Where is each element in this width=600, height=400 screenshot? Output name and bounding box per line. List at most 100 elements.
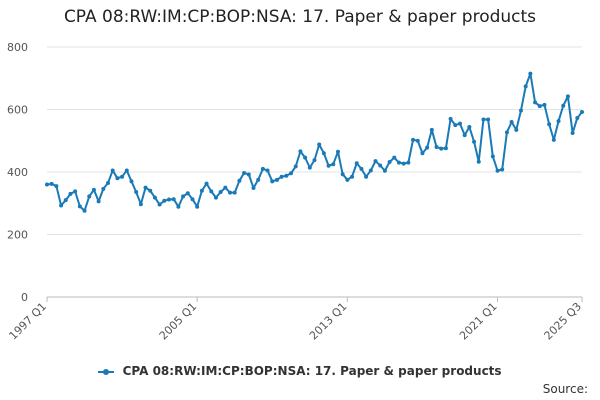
- data-point[interactable]: [312, 158, 317, 163]
- data-point[interactable]: [293, 164, 298, 169]
- data-point[interactable]: [106, 180, 111, 185]
- data-point[interactable]: [495, 168, 500, 173]
- data-point[interactable]: [120, 174, 125, 179]
- data-point[interactable]: [556, 119, 561, 124]
- data-point[interactable]: [575, 115, 580, 120]
- data-point[interactable]: [274, 177, 279, 182]
- data-point[interactable]: [565, 94, 570, 99]
- data-point[interactable]: [448, 116, 453, 121]
- data-point[interactable]: [401, 161, 406, 166]
- data-point[interactable]: [378, 163, 383, 168]
- data-point[interactable]: [181, 194, 186, 199]
- data-point[interactable]: [303, 155, 308, 160]
- data-point[interactable]: [298, 149, 303, 154]
- data-point[interactable]: [54, 184, 59, 189]
- data-point[interactable]: [115, 176, 120, 181]
- data-point[interactable]: [373, 159, 378, 164]
- data-point[interactable]: [134, 190, 139, 194]
- data-point[interactable]: [284, 173, 289, 178]
- data-point[interactable]: [289, 171, 294, 176]
- data-point[interactable]: [354, 161, 359, 166]
- data-point[interactable]: [490, 154, 495, 159]
- data-point[interactable]: [73, 189, 78, 194]
- data-point[interactable]: [406, 160, 411, 165]
- data-point[interactable]: [199, 188, 204, 193]
- data-point[interactable]: [129, 179, 134, 184]
- data-point[interactable]: [209, 189, 214, 194]
- data-point[interactable]: [518, 108, 523, 113]
- data-point[interactable]: [528, 71, 533, 76]
- data-point[interactable]: [260, 166, 265, 171]
- data-point[interactable]: [162, 198, 167, 203]
- data-point[interactable]: [59, 203, 64, 208]
- data-point[interactable]: [547, 122, 552, 127]
- data-point[interactable]: [415, 138, 420, 143]
- data-point[interactable]: [425, 145, 430, 150]
- data-point[interactable]: [537, 104, 542, 109]
- data-point[interactable]: [331, 162, 336, 167]
- data-point[interactable]: [148, 188, 153, 193]
- data-point[interactable]: [77, 204, 82, 209]
- data-point[interactable]: [171, 197, 176, 202]
- data-point[interactable]: [350, 174, 355, 179]
- data-point[interactable]: [138, 202, 143, 207]
- data-point[interactable]: [82, 208, 87, 213]
- data-point[interactable]: [185, 191, 190, 196]
- data-point[interactable]: [167, 197, 172, 202]
- data-point[interactable]: [472, 139, 477, 144]
- data-point[interactable]: [321, 151, 326, 156]
- data-point[interactable]: [462, 133, 467, 138]
- data-point[interactable]: [476, 159, 481, 164]
- data-point[interactable]: [551, 137, 556, 142]
- data-point[interactable]: [481, 117, 486, 122]
- data-point[interactable]: [504, 130, 509, 135]
- data-point[interactable]: [368, 168, 373, 173]
- data-point[interactable]: [317, 142, 322, 147]
- data-point[interactable]: [143, 185, 148, 190]
- data-point[interactable]: [190, 197, 195, 202]
- data-point[interactable]: [246, 172, 251, 177]
- data-point[interactable]: [453, 123, 458, 128]
- data-point[interactable]: [382, 168, 387, 173]
- data-point[interactable]: [232, 190, 237, 195]
- data-point[interactable]: [411, 137, 416, 142]
- data-point[interactable]: [533, 100, 538, 105]
- data-point[interactable]: [96, 199, 101, 204]
- data-point[interactable]: [68, 191, 73, 196]
- data-point[interactable]: [228, 190, 233, 195]
- data-point[interactable]: [176, 204, 181, 209]
- data-point[interactable]: [251, 185, 256, 190]
- legend[interactable]: CPA 08:RW:IM:CP:BOP:NSA: 17. Paper & pap…: [0, 364, 600, 378]
- data-point[interactable]: [49, 181, 54, 186]
- data-point[interactable]: [340, 172, 345, 177]
- data-point[interactable]: [561, 103, 566, 108]
- data-point[interactable]: [265, 168, 270, 173]
- data-point[interactable]: [429, 127, 434, 132]
- data-point[interactable]: [542, 102, 547, 107]
- data-point[interactable]: [223, 185, 228, 190]
- data-point[interactable]: [392, 155, 397, 160]
- data-point[interactable]: [364, 174, 369, 179]
- data-point[interactable]: [157, 202, 162, 207]
- data-point[interactable]: [101, 186, 106, 191]
- data-point[interactable]: [307, 165, 312, 170]
- data-point[interactable]: [443, 146, 448, 151]
- data-point[interactable]: [523, 84, 528, 89]
- data-point[interactable]: [580, 110, 584, 114]
- data-point[interactable]: [63, 198, 68, 203]
- data-point[interactable]: [570, 130, 575, 135]
- data-point[interactable]: [279, 174, 284, 179]
- data-point[interactable]: [387, 160, 392, 164]
- data-point[interactable]: [91, 187, 96, 192]
- data-point[interactable]: [467, 125, 472, 129]
- data-point[interactable]: [213, 195, 218, 200]
- data-point[interactable]: [270, 179, 275, 184]
- data-point[interactable]: [45, 182, 49, 187]
- data-point[interactable]: [335, 149, 340, 154]
- data-point[interactable]: [242, 170, 247, 175]
- data-point[interactable]: [152, 195, 157, 200]
- data-point[interactable]: [218, 190, 223, 194]
- data-point[interactable]: [396, 160, 401, 165]
- data-point[interactable]: [514, 127, 519, 132]
- data-point[interactable]: [359, 166, 364, 171]
